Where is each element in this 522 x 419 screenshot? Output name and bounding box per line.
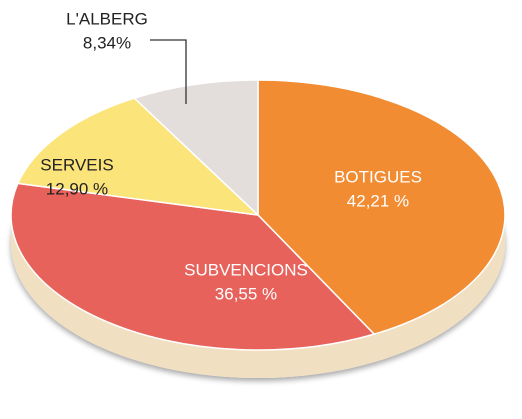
slice-value: 42,21 %	[347, 191, 409, 210]
slice-value: 12,90 %	[46, 179, 108, 198]
pie-slice	[132, 79, 259, 217]
slice-value: 36,55 %	[215, 284, 277, 303]
slice-label: BOTIGUES	[334, 167, 422, 186]
pie-slice	[257, 79, 506, 335]
pie-slice	[10, 182, 376, 351]
slice-label: SERVEIS	[40, 155, 113, 174]
slice-value: 8,34%	[83, 33, 131, 52]
slice-label: L'ALBERG	[66, 9, 148, 28]
leader-line	[150, 39, 187, 104]
slice-label: SUBVENCIONS	[184, 260, 308, 279]
pie-slice	[16, 97, 261, 217]
slices	[10, 79, 506, 351]
